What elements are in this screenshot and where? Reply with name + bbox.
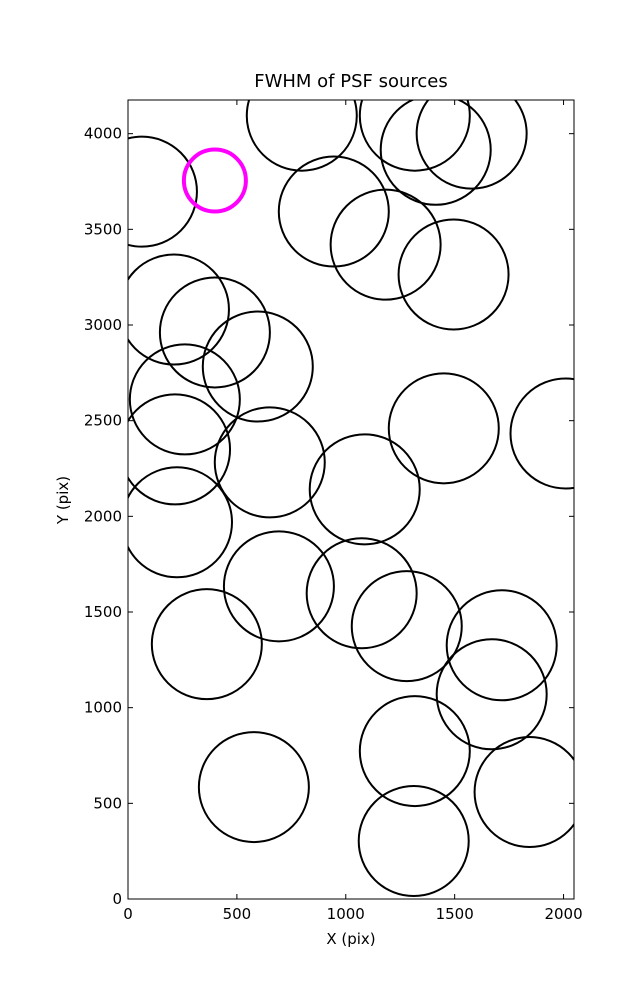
y-tick-label: 4000 [84,125,122,143]
source-marker [245,100,358,172]
source-marker [445,589,558,702]
y-tick-label: 1500 [84,603,122,621]
source-marker [350,570,463,683]
source-marker [158,276,271,389]
x-tick-label: 500 [223,905,252,923]
source-marker [308,433,421,546]
y-tick-label: 500 [93,794,122,812]
plot-area [128,100,574,898]
y-axis-label: Y (pix) [54,476,72,525]
source-marker [358,695,471,808]
source-marker [387,372,500,485]
x-tick-label: 2000 [544,905,582,923]
source-marker [197,731,310,844]
y-tick-label: 3500 [84,220,122,238]
source-marker [379,100,492,206]
source-marker [128,343,241,456]
x-axis-label: X (pix) [326,930,375,948]
source-marker [128,466,233,579]
source-marker [128,135,198,248]
source-marker [357,785,470,898]
source-marker [222,530,335,643]
source-marker [277,155,390,268]
source-marker [397,218,510,331]
x-tick-label: 1500 [436,905,474,923]
source-marker [415,100,528,190]
source-marker [435,638,548,751]
source-marker [305,537,418,650]
plot-frame [127,99,575,900]
y-tick-label: 2500 [84,412,122,430]
source-marker [213,406,326,519]
y-tick-label: 0 [112,890,122,908]
source-marker [509,377,574,490]
chart-title: FWHM of PSF sources [254,71,448,92]
source-marker [358,100,471,172]
source-marker [128,253,230,366]
source-marker [150,588,263,701]
y-tick-label: 2000 [84,507,122,525]
source-marker [201,310,314,423]
x-tick-label: 1000 [327,905,365,923]
y-tick-label: 3000 [84,316,122,334]
source-marker [128,393,232,506]
source-marker [181,147,248,214]
x-tick-label: 0 [123,905,133,923]
y-tick-label: 1000 [84,699,122,717]
source-marker [473,736,574,849]
source-marker [329,188,442,301]
